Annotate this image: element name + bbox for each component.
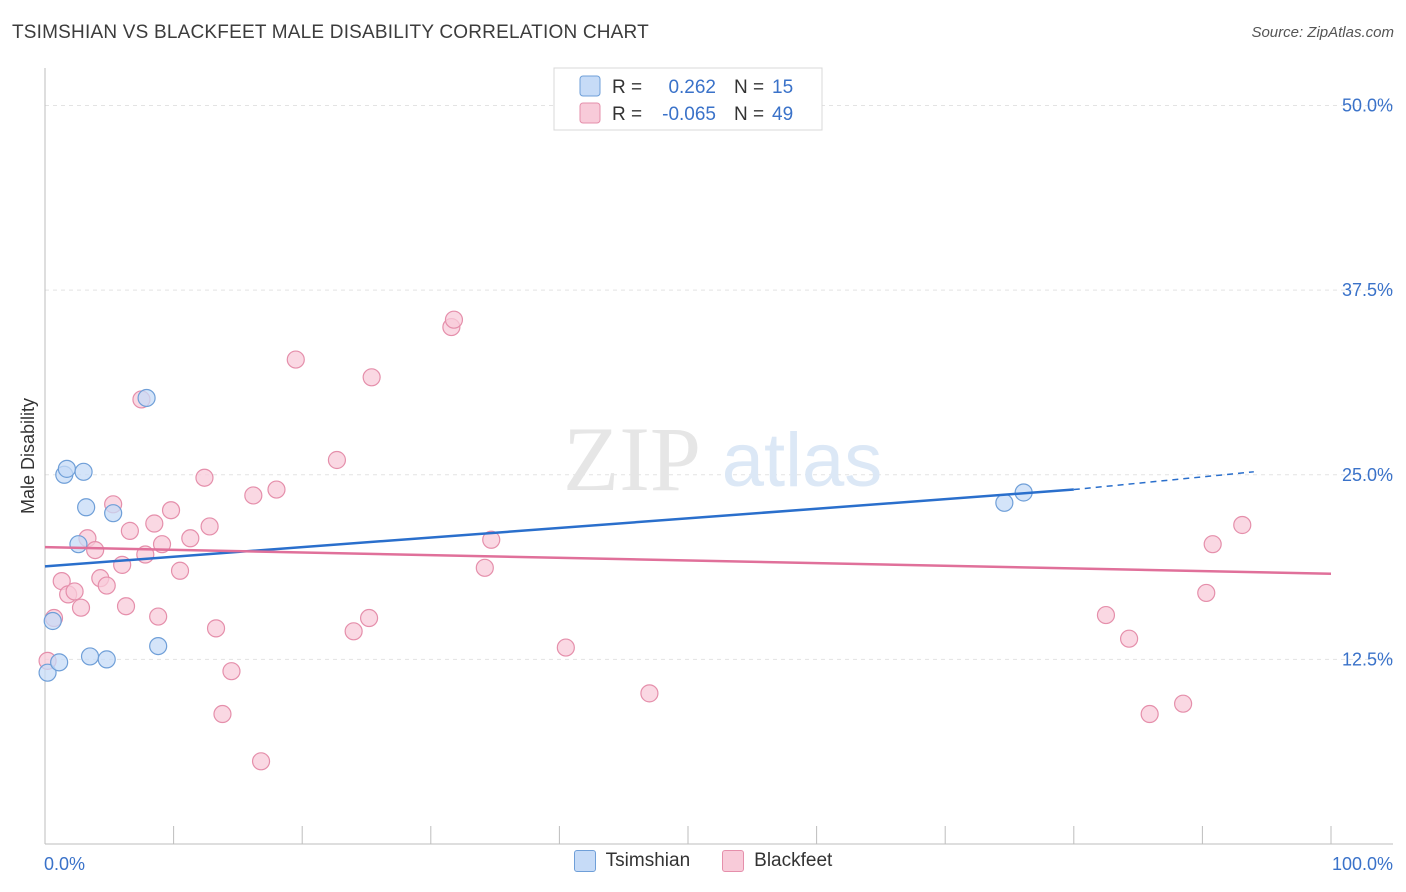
y-tick-label-2: 37.5% — [1342, 280, 1393, 300]
blackfeet-point-25 — [213, 704, 232, 724]
blackfeet-point-28 — [251, 752, 271, 771]
stats-n-value-blackfeet: 49 — [772, 104, 793, 125]
blackfeet-point-7 — [86, 540, 105, 560]
legend-label-blackfeet: Blackfeet — [754, 850, 833, 871]
tsimshian-point-11 — [137, 388, 156, 408]
blackfeet-point-26 — [222, 662, 241, 681]
x-tick-labels: 0.0% 100.0% — [44, 854, 1393, 874]
legend-swatch-tsimshian — [573, 850, 596, 872]
blackfeet-point-31 — [327, 450, 347, 470]
blackfeet-point-17 — [149, 607, 168, 626]
blackfeet-point-16 — [145, 514, 164, 533]
blackfeet-point-37 — [475, 558, 494, 577]
legend-label-tsimshian: Tsimshian — [605, 850, 691, 871]
tsimshian-point-1 — [43, 611, 62, 631]
tsimshian-point-9 — [97, 650, 116, 669]
blackfeet-point-46 — [1203, 535, 1222, 554]
y-tick-label-1: 25.0% — [1342, 465, 1393, 485]
blackfeet-point-19 — [161, 501, 181, 520]
blackfeet-point-24 — [206, 619, 226, 638]
tsimshian-point-7 — [77, 498, 96, 517]
tsimshian-point-12 — [149, 636, 168, 656]
blackfeet-point-22 — [195, 468, 214, 487]
stats-r-value-tsimshian: 0.262 — [668, 77, 716, 98]
trendline-tsimshian — [44, 488, 1074, 568]
blackfeet-point-33 — [359, 608, 379, 628]
axes — [44, 68, 1393, 845]
y-tick-label-0: 12.5% — [1342, 649, 1393, 669]
stats-n-value-tsimshian: 15 — [772, 77, 793, 98]
blackfeet-point-13 — [120, 521, 139, 540]
blackfeet-point-45 — [1197, 583, 1216, 603]
tsimshian-point-0 — [38, 663, 57, 682]
blackfeet-point-39 — [556, 638, 575, 657]
blackfeet-point-44 — [1174, 694, 1193, 713]
blackfeet-point-12 — [116, 597, 136, 616]
stats-legend: R = 0.262 N = 15 R = -0.065 N = 49 — [553, 67, 823, 131]
tsimshian-point-10 — [104, 504, 123, 523]
tsimshian-point-2 — [50, 653, 69, 672]
blackfeet-point-21 — [181, 529, 200, 548]
source-label: Source: ZipAtlas.com — [1251, 24, 1394, 41]
legend-item-tsimshian[interactable]: Tsimshian — [573, 850, 691, 872]
tsimshian-point-6 — [74, 462, 93, 481]
blackfeet-point-38 — [482, 530, 501, 549]
stats-r-label-blackfeet: R = — [612, 104, 642, 125]
blackfeet-point-34 — [362, 368, 381, 387]
blackfeet-point-30 — [286, 350, 305, 369]
x-tick-label-max: 100.0% — [1332, 854, 1393, 874]
watermark-zip: ZIP — [563, 408, 701, 510]
stats-swatch-tsimshian — [579, 75, 601, 97]
series-legend: Tsimshian Blackfeet — [0, 850, 1406, 872]
stats-n-label-blackfeet: N = — [734, 104, 764, 125]
blackfeet-point-43 — [1140, 704, 1159, 724]
legend-item-blackfeet[interactable]: Blackfeet — [722, 850, 832, 872]
blackfeet-point-27 — [244, 486, 263, 505]
blackfeet-point-4 — [65, 582, 84, 601]
legend-swatch-blackfeet — [722, 850, 745, 872]
blackfeet-point-41 — [1096, 605, 1116, 625]
y-axis-label: Male Disability — [18, 398, 38, 514]
x-tick-label-min: 0.0% — [44, 854, 85, 874]
y-tick-label-3: 50.0% — [1342, 96, 1393, 116]
gridlines — [45, 105, 1393, 660]
stats-r-label-tsimshian: R = — [612, 77, 642, 98]
trendline-tsimshian-extension — [1073, 471, 1254, 491]
blackfeet-point-42 — [1119, 629, 1139, 648]
blackfeet-point-32 — [344, 622, 363, 641]
watermark-atlas: atlas — [722, 418, 883, 503]
watermark: ZIP atlas — [563, 408, 882, 510]
tsimshian-point-4 — [57, 459, 76, 478]
blackfeet-point-23 — [200, 517, 219, 536]
tsimshian-point-5 — [69, 535, 88, 554]
blackfeet-point-29 — [267, 480, 286, 499]
blackfeet-point-5 — [71, 598, 91, 617]
trend-lines — [44, 471, 1332, 575]
trendline-blackfeet — [44, 545, 1332, 575]
blackfeet-point-40 — [640, 684, 659, 703]
blackfeet-point-9 — [97, 576, 116, 595]
blackfeet-point-20 — [170, 561, 190, 580]
chart-title: TSIMSHIAN VS BLACKFEET MALE DISABILITY C… — [12, 22, 649, 43]
stats-r-value-blackfeet: -0.065 — [662, 104, 716, 125]
series-tsimshian-points — [38, 388, 1033, 682]
series-blackfeet-points — [38, 310, 1252, 771]
tsimshian-point-8 — [80, 647, 100, 666]
tsimshian-point-13 — [995, 493, 1014, 512]
blackfeet-point-47 — [1233, 515, 1252, 535]
y-tick-labels: 12.5% 25.0% 37.5% 50.0% — [1342, 96, 1393, 670]
stats-swatch-blackfeet — [579, 102, 601, 124]
blackfeet-point-36 — [444, 310, 464, 329]
stats-n-label-tsimshian: N = — [734, 77, 764, 98]
